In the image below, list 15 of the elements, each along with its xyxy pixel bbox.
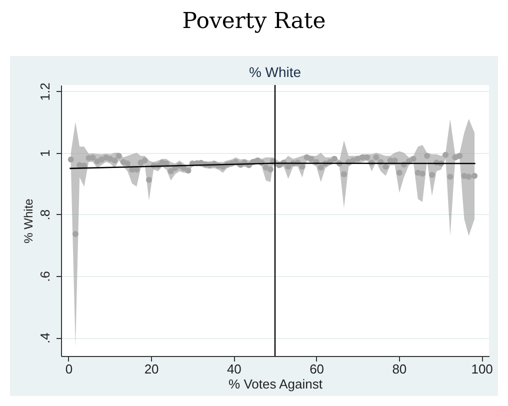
x-tick-label: 60 <box>310 362 324 376</box>
x-tick-label: 0 <box>65 362 73 376</box>
x-tick-label: 20 <box>144 362 159 376</box>
chart-subtitle: % White <box>248 64 302 80</box>
y-tick-label: 1 <box>38 150 52 157</box>
y-tick-label: .8 <box>38 209 52 220</box>
x-tick-label: 100 <box>471 362 493 376</box>
y-axis-title: % White <box>22 198 36 244</box>
chart-title: Poverty Rate <box>181 8 327 36</box>
y-tick-label: .4 <box>38 332 52 344</box>
x-axis-title: % Votes Against <box>228 376 323 392</box>
y-tick-label: 1.2 <box>38 82 52 101</box>
x-tick-label: 80 <box>392 362 407 376</box>
x-tick-label: 40 <box>226 362 242 376</box>
y-tick-label: .6 <box>38 271 52 282</box>
